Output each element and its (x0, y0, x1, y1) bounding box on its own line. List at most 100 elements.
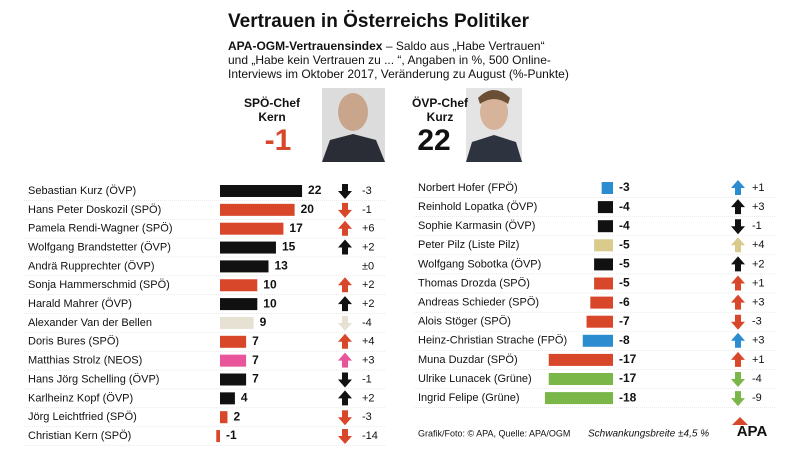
value-label: 17 (289, 221, 303, 235)
change-arrow (731, 294, 745, 310)
change-arrow (338, 220, 352, 236)
bar (220, 316, 254, 329)
subtitle-bold: APA-OGM-Vertrauensindex (228, 39, 383, 53)
source: Grafik/Foto: © APA, Quelle: APA/OGM (418, 428, 570, 438)
category-label: Heinz-Christian Strache (FPÖ) (418, 335, 567, 347)
bar (220, 203, 295, 216)
category-label: Karlheinz Kopf (ÖVP) (28, 392, 133, 404)
change-label: +1 (752, 354, 765, 366)
change-arrow (338, 239, 352, 255)
category-label: Andreas Schieder (SPÖ) (418, 297, 539, 309)
photo-kurz (466, 88, 522, 162)
bar (220, 260, 269, 273)
bar (590, 296, 613, 309)
category-label: Christian Kern (SPÖ) (28, 430, 131, 442)
margin-of-error: Schwankungsbreite ±4,5 % (588, 429, 709, 440)
subtitle-line: Interviews im Oktober 2017, Veränderung … (228, 67, 569, 81)
category-label: Ingrid Felipe (Grüne) (418, 392, 520, 404)
change-label: -3 (362, 411, 372, 423)
change-label: +2 (752, 258, 765, 270)
change-arrow (338, 315, 352, 331)
change-label: -4 (752, 373, 762, 385)
change-label: +2 (362, 298, 375, 310)
change-label: +3 (362, 355, 375, 367)
change-label: -14 (362, 430, 378, 442)
value-label: 7 (252, 372, 259, 386)
bar (582, 334, 613, 347)
category-label: Norbert Hofer (FPÖ) (418, 182, 518, 194)
bar (220, 185, 303, 197)
value-label: 22 (308, 183, 322, 197)
value-label: 20 (301, 202, 315, 216)
change-arrow (338, 184, 352, 199)
value-label: -17 (619, 371, 637, 385)
bar (220, 241, 276, 254)
value-label: 15 (282, 240, 296, 254)
change-arrow (731, 332, 745, 348)
change-arrow (731, 237, 745, 253)
change-label: -3 (752, 316, 762, 328)
change-arrow (338, 333, 352, 349)
value-label: -18 (619, 390, 637, 404)
category-label: Doris Bures (SPÖ) (28, 336, 119, 348)
category-label: Harald Mahrer (ÖVP) (28, 298, 132, 310)
value-label: -6 (619, 295, 630, 309)
change-label: +6 (362, 223, 375, 235)
change-label: -1 (362, 373, 372, 385)
bar (220, 298, 258, 311)
value-label: 13 (274, 259, 288, 273)
category-label: Thomas Drozda (SPÖ) (418, 277, 530, 289)
value-label: 9 (260, 315, 267, 329)
category-label: Alexander Van der Bellen (28, 317, 152, 329)
value-label: -3 (619, 180, 630, 194)
category-label: Muna Duzdar (SPÖ) (418, 354, 518, 366)
highlight-label: Kurz (427, 110, 454, 124)
value-label: -4 (619, 199, 630, 213)
highlight-label: Kern (258, 110, 285, 124)
bar (594, 239, 613, 252)
value-label: 10 (263, 277, 277, 291)
bar (597, 201, 613, 214)
category-label: Hans Peter Doskozil (SPÖ) (28, 204, 161, 216)
change-label: -1 (362, 204, 372, 216)
bar (586, 315, 613, 328)
bar (220, 279, 258, 292)
change-label: +4 (362, 336, 375, 348)
plot: Sebastian Kurz (ÖVP) 22 -3 Hans Peter Dosko… (24, 180, 775, 446)
bar (220, 373, 247, 386)
category-label: Alois Stöger (SPÖ) (418, 316, 511, 328)
value-label: 10 (263, 296, 277, 310)
change-arrow (338, 352, 352, 368)
change-arrow (731, 351, 745, 367)
change-label: +2 (362, 392, 375, 404)
value-label: 7 (252, 334, 259, 348)
value-label: -1 (226, 428, 237, 442)
change-label: +2 (362, 279, 375, 291)
change-arrow (731, 372, 745, 387)
value-label: 4 (241, 391, 248, 405)
change-label: +2 (362, 241, 375, 253)
category-label: Hans Jörg Schelling (ÖVP) (28, 373, 159, 385)
subtitle-line: – Saldo aus „Habe Vertrauen“ (382, 39, 544, 53)
change-arrow (338, 390, 352, 406)
title: Vertrauen in Österreichs Politiker (228, 11, 530, 32)
category-label: Sonja Hammerschmid (SPÖ) (28, 279, 170, 291)
change-arrow (338, 296, 352, 312)
change-arrow (338, 277, 352, 293)
value-label: 2 (233, 409, 240, 423)
category-label: Jörg Leichtfried (SPÖ) (28, 411, 137, 423)
value-label: 7 (252, 353, 259, 367)
change-label: +3 (752, 297, 765, 309)
bar (220, 411, 228, 424)
value-label: -4 (619, 218, 630, 232)
subtitle-line: und „Habe kein Vertrauen zu ... “, Angab… (228, 53, 551, 67)
change-arrow (731, 275, 745, 291)
change-arrow (338, 429, 352, 445)
change-label: +1 (752, 182, 765, 194)
change-arrow (338, 410, 352, 426)
bar (601, 182, 613, 194)
highlight-label: SPÖ-Chef (244, 95, 301, 110)
